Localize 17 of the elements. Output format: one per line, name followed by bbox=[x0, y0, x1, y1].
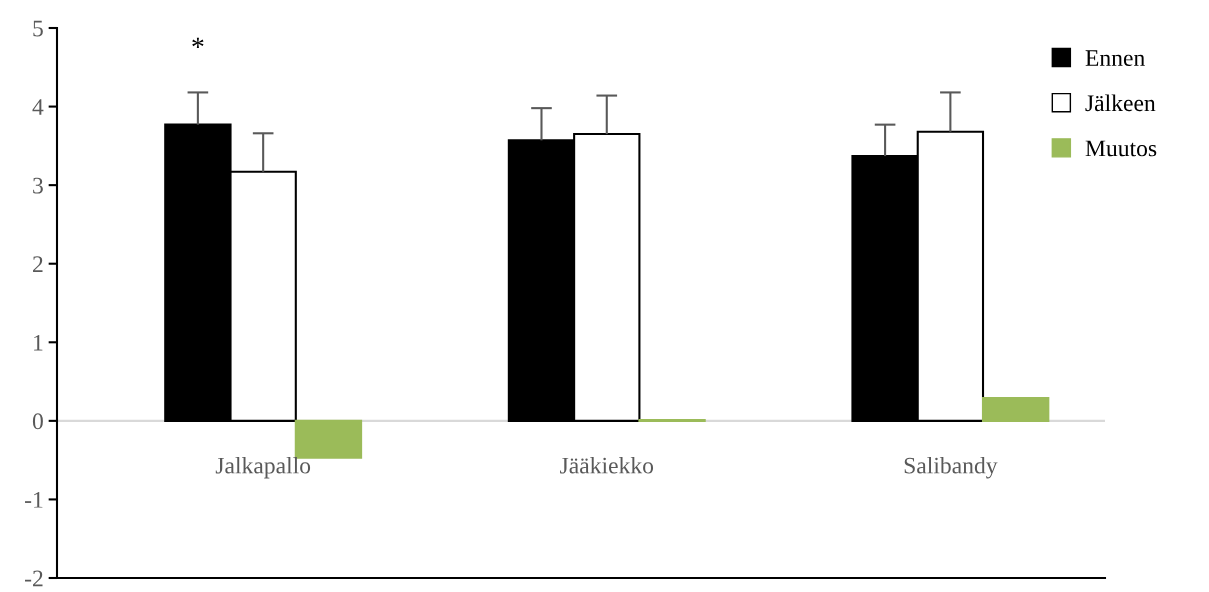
legend-label: Jälkeen bbox=[1085, 94, 1156, 112]
y-tick-label: -2 bbox=[25, 570, 43, 587]
y-tick-label: -1 bbox=[25, 492, 43, 508]
y-tick-label: 1 bbox=[34, 334, 43, 351]
legend-label: Ennen bbox=[1085, 50, 1145, 67]
x-tick-label: Jalkapallo bbox=[215, 456, 311, 479]
y-tick-label: 4 bbox=[32, 99, 44, 115]
bar bbox=[294, 419, 363, 459]
y-tick-label: 2 bbox=[33, 256, 43, 272]
y-tick-label: 3 bbox=[33, 177, 43, 194]
y-tick-label: 0 bbox=[32, 413, 43, 430]
y-tick-label: 5 bbox=[33, 20, 43, 37]
bar bbox=[981, 397, 1050, 422]
x-tick-label: Salibandy bbox=[904, 456, 998, 479]
legend-label: Muutos bbox=[1085, 140, 1157, 157]
annotation: * bbox=[192, 37, 204, 48]
x-tick-label: Jääkiekko bbox=[560, 456, 654, 474]
